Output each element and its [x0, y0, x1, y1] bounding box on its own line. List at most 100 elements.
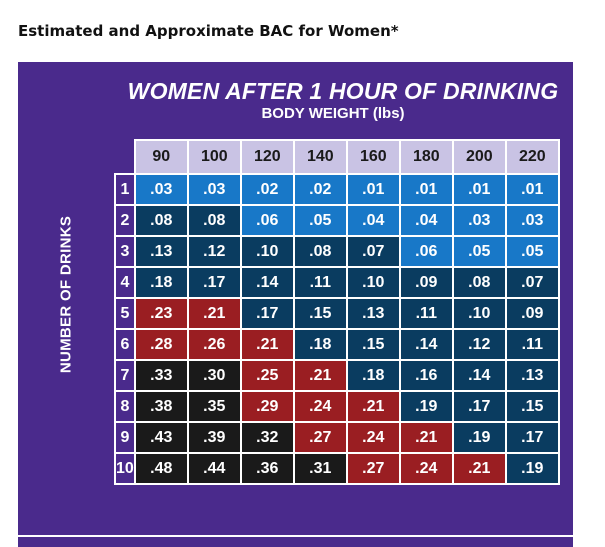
bac-value-cell: .24	[345, 421, 401, 454]
bac-value-cell: .18	[292, 328, 348, 361]
bac-value-cell: .17	[239, 297, 295, 330]
bac-value-cell: .05	[504, 235, 560, 268]
table-row: 7.33.30.25.21.18.16.14.13	[114, 359, 560, 392]
bac-value-cell: .35	[186, 390, 242, 423]
bac-value-cell: .12	[186, 235, 242, 268]
bac-value-cell: .31	[292, 452, 348, 485]
table-row: 5.23.21.17.15.13.11.10.09	[114, 297, 560, 330]
bac-value-cell: .14	[239, 266, 295, 299]
bac-value-cell: .06	[239, 204, 295, 237]
drinks-count-cell: 8	[114, 390, 136, 423]
bac-value-cell: .18	[133, 266, 189, 299]
bac-value-cell: .21	[239, 328, 295, 361]
weight-header-cell: 160	[345, 139, 401, 175]
row-axis-label: NUMBER OF DRINKS	[57, 215, 75, 374]
bac-value-cell: .24	[292, 390, 348, 423]
drinks-count-cell: 4	[114, 266, 136, 299]
table-row: 8.38.35.29.24.21.19.17.15	[114, 390, 560, 423]
drinks-count-cell: 5	[114, 297, 136, 330]
bac-value-cell: .01	[398, 173, 454, 206]
bac-value-cell: .08	[451, 266, 507, 299]
bac-value-cell: .13	[133, 235, 189, 268]
bac-value-cell: .11	[292, 266, 348, 299]
bac-value-cell: .21	[451, 452, 507, 485]
weight-header-cell: 180	[398, 139, 454, 175]
bac-value-cell: .17	[186, 266, 242, 299]
table-row: 3.13.12.10.08.07.06.05.05	[114, 235, 560, 268]
bac-value-cell: .33	[133, 359, 189, 392]
bac-value-cell: .19	[504, 452, 560, 485]
bac-value-cell: .17	[504, 421, 560, 454]
bac-value-cell: .04	[345, 204, 401, 237]
bac-value-cell: .19	[398, 390, 454, 423]
column-axis-label: BODY WEIGHT (lbs)	[261, 105, 405, 122]
bac-value-cell: .15	[504, 390, 560, 423]
bac-value-cell: .08	[186, 204, 242, 237]
bac-value-cell: .02	[239, 173, 295, 206]
bac-value-cell: .09	[504, 297, 560, 330]
page-heading: Estimated and Approximate BAC for Women*	[18, 22, 399, 40]
bac-value-cell: .10	[451, 297, 507, 330]
table-row: 9.43.39.32.27.24.21.19.17	[114, 421, 560, 454]
bac-value-cell: .03	[504, 204, 560, 237]
bac-value-cell: .12	[451, 328, 507, 361]
bac-table: 90 100 120 140 160 180 200 220 1.03.03.02.02.01.…	[114, 139, 560, 485]
bac-value-cell: .28	[133, 328, 189, 361]
drinks-count-cell: 1	[114, 173, 136, 206]
weight-header-cell: 220	[504, 139, 560, 175]
weight-header-cell: 140	[292, 139, 348, 175]
bac-value-cell: .17	[451, 390, 507, 423]
table-corner	[115, 140, 135, 174]
bac-value-cell: .27	[292, 421, 348, 454]
table-row: 1.03.03.02.02.01.01.01.01	[114, 173, 560, 206]
bac-value-cell: .01	[345, 173, 401, 206]
bac-value-cell: .01	[504, 173, 560, 206]
drinks-count-cell: 6	[114, 328, 136, 361]
bac-value-cell: .48	[133, 452, 189, 485]
bac-value-cell: .01	[451, 173, 507, 206]
bac-value-cell: .26	[186, 328, 242, 361]
bac-value-cell: .10	[345, 266, 401, 299]
bac-value-cell: .03	[451, 204, 507, 237]
drinks-count-cell: 7	[114, 359, 136, 392]
bac-value-cell: .04	[398, 204, 454, 237]
bac-value-cell: .21	[186, 297, 242, 330]
bac-value-cell: .43	[133, 421, 189, 454]
bac-value-cell: .25	[239, 359, 295, 392]
drinks-count-cell: 2	[114, 204, 136, 237]
bac-value-cell: .02	[292, 173, 348, 206]
bac-value-cell: .15	[345, 328, 401, 361]
table-row: 4.18.17.14.11.10.09.08.07	[114, 266, 560, 299]
panel-divider	[18, 535, 573, 537]
bac-value-cell: .09	[398, 266, 454, 299]
bac-chart-panel: WOMEN AFTER 1 HOUR OF DRINKING BODY WEIG…	[18, 62, 573, 547]
bac-value-cell: .08	[292, 235, 348, 268]
drinks-count-cell: 10	[114, 452, 136, 485]
bac-value-cell: .07	[504, 266, 560, 299]
bac-value-cell: .23	[133, 297, 189, 330]
drinks-count-cell: 3	[114, 235, 136, 268]
bac-value-cell: .08	[133, 204, 189, 237]
bac-value-cell: .07	[345, 235, 401, 268]
bac-value-cell: .19	[451, 421, 507, 454]
weight-header-cell: 100	[186, 139, 242, 175]
bac-value-cell: .14	[451, 359, 507, 392]
table-row: 6.28.26.21.18.15.14.12.11	[114, 328, 560, 361]
bac-value-cell: .36	[239, 452, 295, 485]
bac-value-cell: .24	[398, 452, 454, 485]
bac-value-cell: .32	[239, 421, 295, 454]
weight-header-row: 90 100 120 140 160 180 200 220	[115, 139, 560, 175]
bac-value-cell: .15	[292, 297, 348, 330]
bac-value-cell: .05	[451, 235, 507, 268]
bac-value-cell: .14	[398, 328, 454, 361]
bac-value-cell: .39	[186, 421, 242, 454]
bac-value-cell: .06	[398, 235, 454, 268]
bac-value-cell: .11	[398, 297, 454, 330]
bac-value-cell: .21	[345, 390, 401, 423]
drinks-count-cell: 9	[114, 421, 136, 454]
bac-value-cell: .30	[186, 359, 242, 392]
weight-header-cell: 90	[133, 139, 189, 175]
weight-header-cell: 200	[451, 139, 507, 175]
bac-value-cell: .03	[133, 173, 189, 206]
bac-value-cell: .13	[345, 297, 401, 330]
